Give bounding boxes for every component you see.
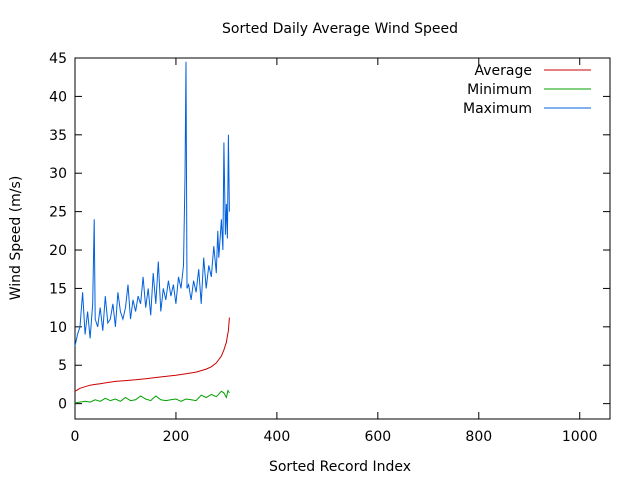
y-tick-label: 10 [49, 320, 67, 336]
y-tick-label: 45 [49, 51, 67, 67]
x-tick-label: 400 [264, 429, 291, 445]
x-tick-label: 200 [163, 429, 190, 445]
x-tick-label: 800 [465, 429, 492, 445]
y-tick-label: 20 [49, 243, 67, 259]
series-line-average [74, 317, 230, 392]
y-axis-label: Wind Speed (m/s) [8, 176, 24, 301]
legend-label-maximum: Maximum [463, 101, 532, 117]
x-tick-label: 1000 [562, 429, 598, 445]
y-tick-label: 30 [49, 166, 67, 182]
y-tick-label: 40 [49, 89, 67, 105]
x-tick-label: 0 [71, 429, 80, 445]
chart-title: Sorted Daily Average Wind Speed [222, 21, 458, 37]
legend-label-average: Average [475, 63, 533, 79]
y-tick-label: 15 [49, 281, 67, 297]
plot-area: 0 5 10 15 20 25 30 35 40 45 0 200 400 600 800 1000 [49, 51, 611, 445]
y-tick-label: 35 [49, 128, 67, 144]
y-tick-label: 5 [58, 358, 67, 374]
series-line-maximum [74, 61, 230, 347]
x-axis-label: Sorted Record Index [269, 459, 411, 475]
x-tick-label: 600 [364, 429, 391, 445]
plot-frame [74, 57, 611, 420]
series-line-minimum [74, 389, 230, 404]
legend: Average Minimum Maximum [463, 63, 591, 117]
legend-label-minimum: Minimum [467, 82, 532, 98]
y-tick-label: 25 [49, 205, 67, 221]
y-tick-label: 0 [58, 397, 67, 413]
